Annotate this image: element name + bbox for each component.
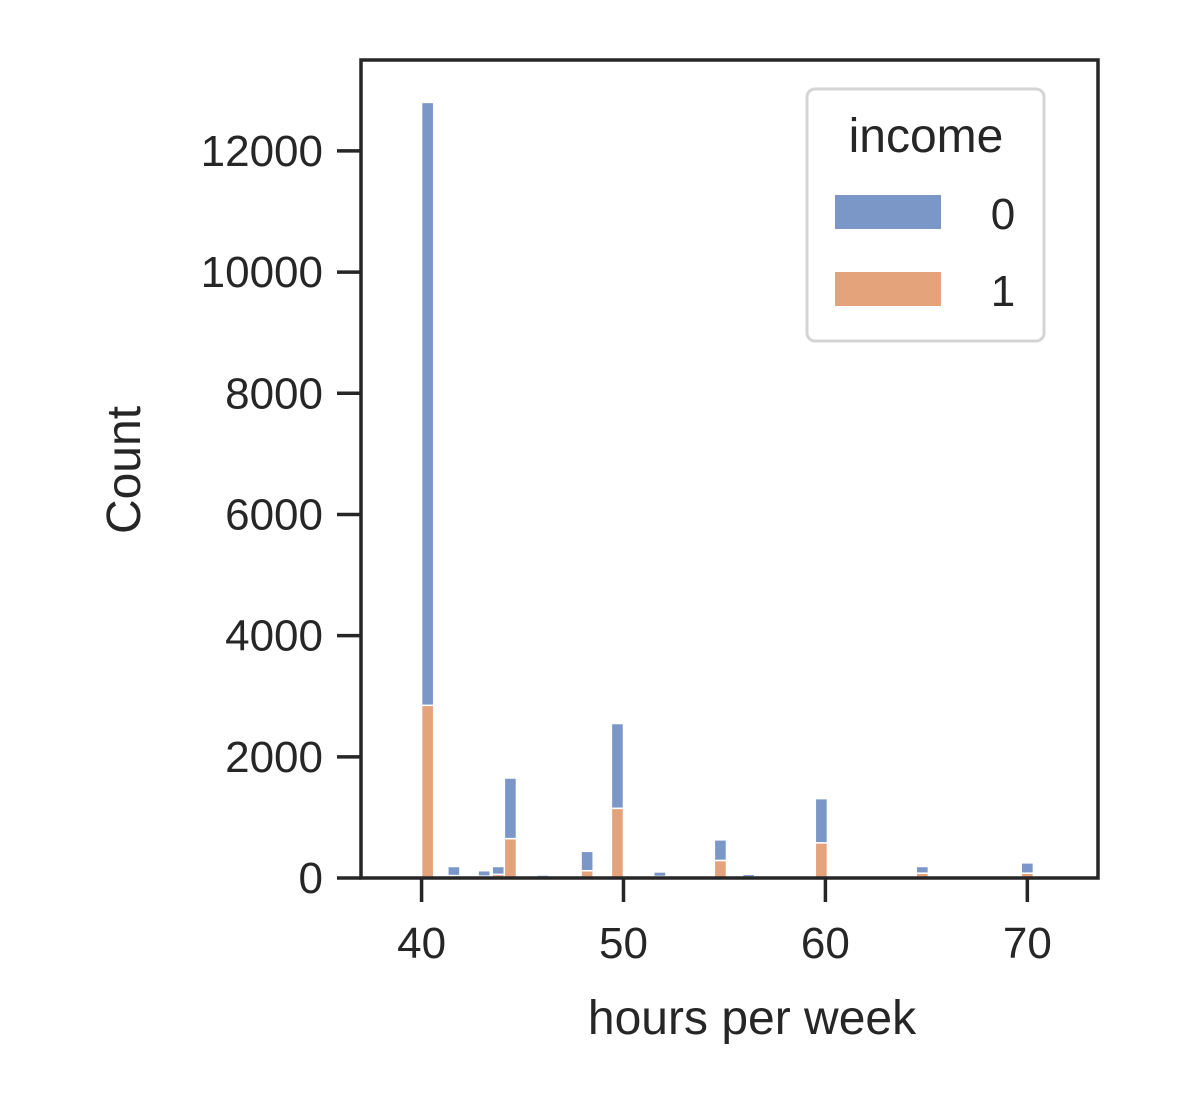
- y-tick-label: 12000: [201, 127, 323, 176]
- bar-income-1: [814, 842, 829, 879]
- bar-income-0: [915, 865, 930, 874]
- bar-income-0: [580, 850, 594, 872]
- bar-income-0: [503, 777, 518, 840]
- x-axis-label: hours per week: [588, 992, 917, 1045]
- y-axis: 0 2000 4000 6000 8000 10000 12000: [201, 127, 361, 903]
- legend-swatch-income-1: [835, 272, 941, 306]
- bar-income-0: [610, 722, 625, 810]
- legend-swatch-income-0: [835, 195, 941, 229]
- bar-income-0: [713, 839, 728, 862]
- bar-income-0: [491, 865, 506, 876]
- x-tick-label: 50: [599, 919, 648, 968]
- bar-income-0: [653, 871, 667, 878]
- bar-income-1: [610, 807, 625, 879]
- legend: income 0 1: [805, 87, 1046, 343]
- x-tick-label: 60: [801, 919, 850, 968]
- bar-income-0: [447, 865, 461, 877]
- y-tick-label: 4000: [225, 612, 323, 661]
- y-axis-label: Count: [98, 406, 151, 534]
- y-tick-label: 0: [299, 854, 323, 903]
- legend-title: income: [849, 110, 1004, 163]
- bar-income-1: [503, 837, 518, 879]
- bar-income-0: [1020, 862, 1035, 874]
- x-tick-label: 70: [1003, 919, 1052, 968]
- legend-label-income-1: 1: [991, 267, 1015, 316]
- y-tick-label: 8000: [225, 369, 323, 418]
- plot-frame: [359, 58, 1100, 880]
- bar-income-0: [477, 869, 491, 877]
- bar-income-1: [420, 704, 435, 879]
- bar-income-0: [420, 101, 435, 707]
- legend-label-income-0: 0: [991, 190, 1015, 239]
- y-tick-label: 10000: [201, 248, 323, 297]
- y-tick-label: 6000: [225, 490, 323, 539]
- y-tick-label: 2000: [225, 733, 323, 782]
- bar-income-0: [814, 797, 829, 844]
- x-tick-label: 40: [397, 919, 446, 968]
- x-axis: 40 50 60 70: [397, 878, 1052, 968]
- bar-income-1: [713, 859, 728, 879]
